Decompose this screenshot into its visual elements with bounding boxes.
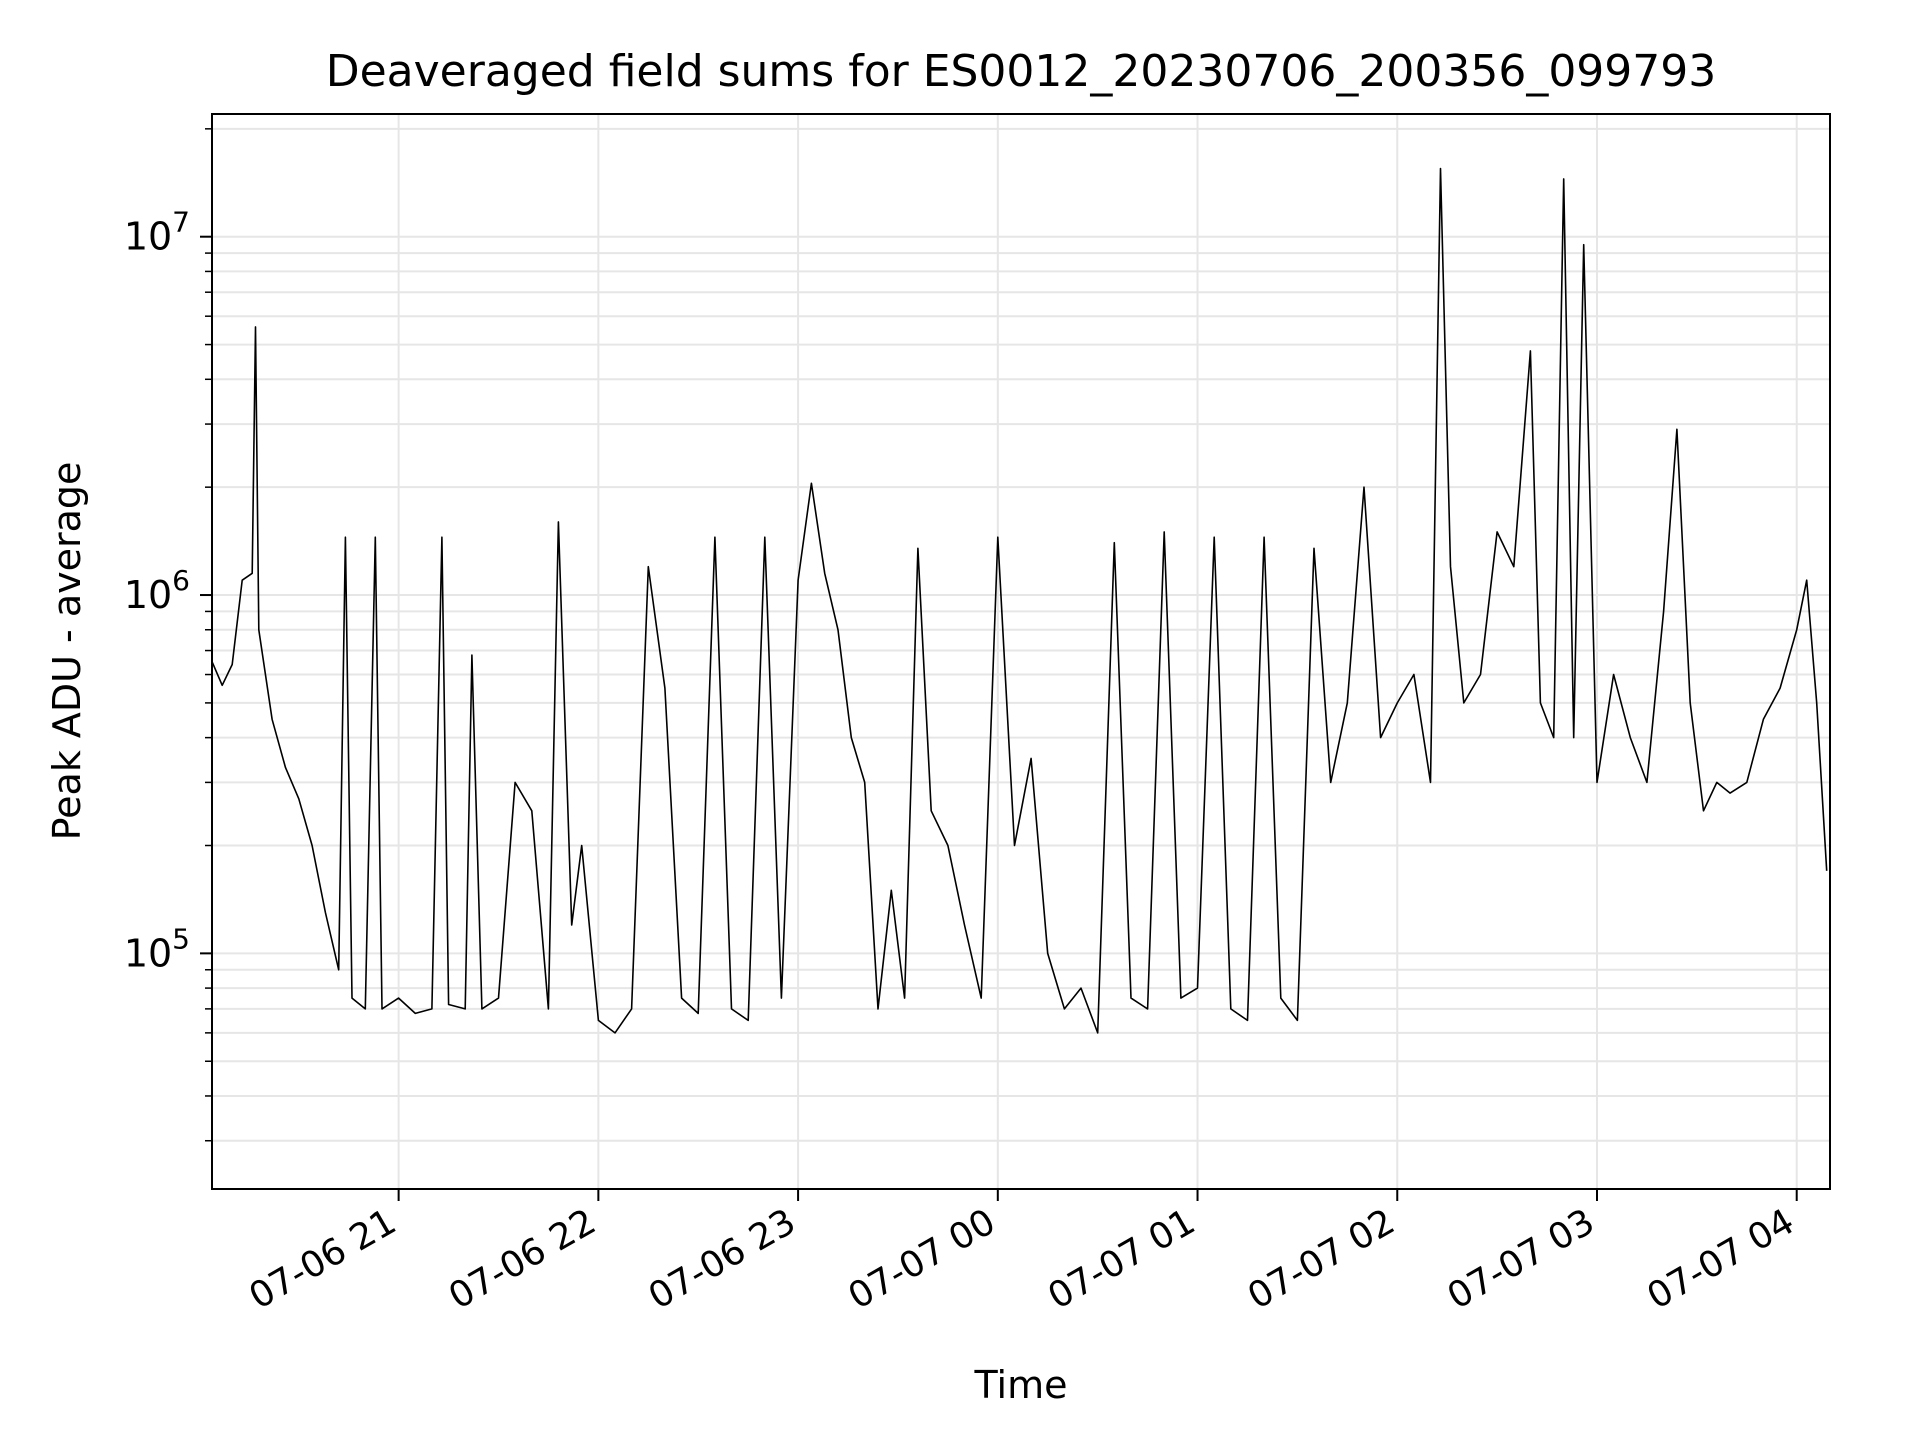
- y-axis-label: Peak ADU - average: [45, 462, 89, 841]
- y-axis-ticks: 105 106 107: [124, 206, 212, 975]
- series-layer: [211, 167, 1828, 1034]
- major-gridlines: [212, 114, 1830, 1189]
- x-tick-label: 07-07 00: [842, 1201, 1003, 1317]
- x-tick-label: 07-06 22: [442, 1201, 603, 1317]
- y-tick-label: 105: [124, 922, 190, 975]
- y-tick-label: 106: [124, 564, 190, 617]
- x-axis-ticks: 07-06 21 07-06 22 07-06 23 07-07 00 07-07 01…: [242, 1189, 1801, 1318]
- x-tick-label: 07-06 23: [642, 1201, 803, 1317]
- y-tick-label: 107: [124, 206, 190, 259]
- x-tick-label: 07-06 21: [242, 1201, 403, 1317]
- x-tick-label: 07-07 02: [1241, 1201, 1402, 1317]
- minor-gridlines: [205, 127, 1830, 1142]
- x-tick-label: 07-07 03: [1441, 1201, 1602, 1317]
- series-line: [211, 167, 1828, 1034]
- plot-frame: [211, 113, 1831, 1190]
- x-tick-label: 07-07 01: [1041, 1201, 1202, 1317]
- chart-title: Deaveraged field sums for ES0012_2023070…: [326, 46, 1717, 97]
- x-axis-label: Time: [974, 1363, 1068, 1407]
- x-tick-label: 07-07 04: [1641, 1201, 1802, 1317]
